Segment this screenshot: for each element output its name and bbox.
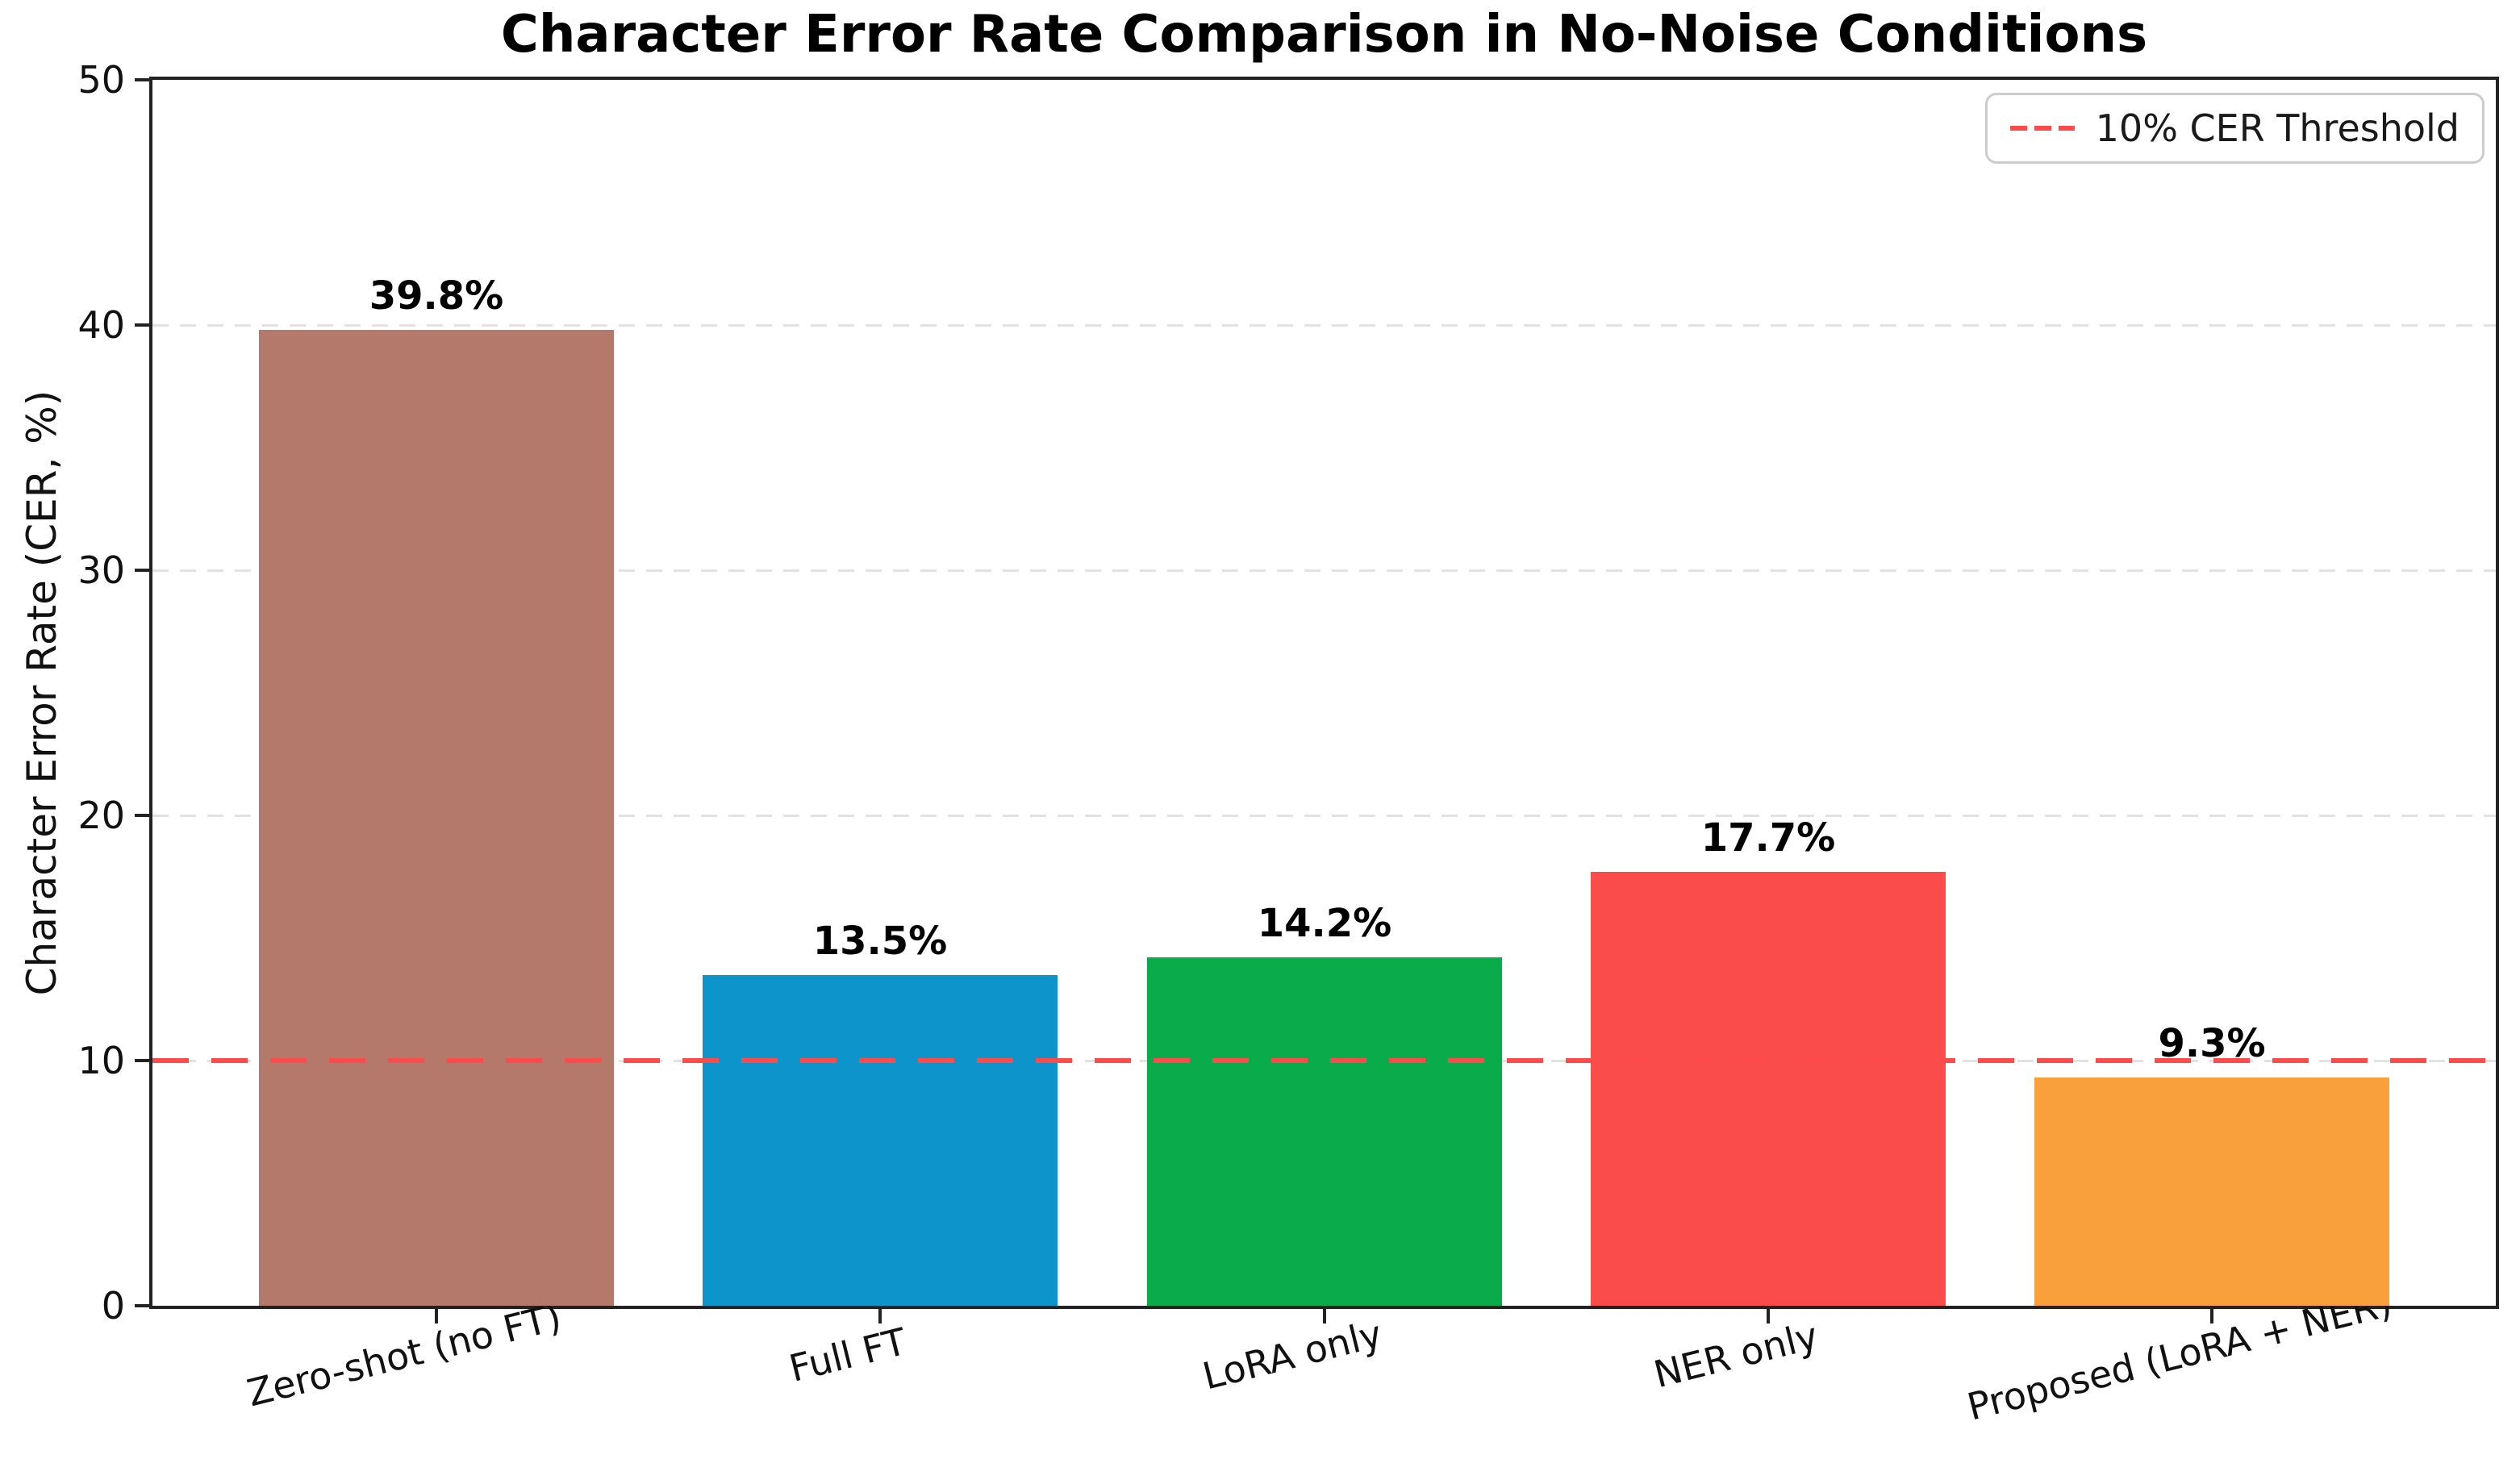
y-tick-label-20: 20 xyxy=(77,794,125,837)
y-tick-mark-20 xyxy=(135,814,149,817)
threshold-dashed-line-icon xyxy=(2009,126,2075,131)
x-tick-label-lora-only: LoRA only xyxy=(1198,1311,1387,1399)
bar-value-label-ner-only: 17.7% xyxy=(1700,815,1836,861)
y-tick-mark-10 xyxy=(135,1059,149,1062)
chart-title: Character Error Rate Comparison in No-No… xyxy=(500,5,2148,65)
y-tick-mark-50 xyxy=(135,78,149,81)
y-tick-mark-40 xyxy=(135,323,149,327)
bar-ner-only xyxy=(1591,872,1946,1306)
x-tick-mark-zero-shot-no-ft xyxy=(435,1309,438,1324)
bar-proposed-lora-ner xyxy=(2034,1078,2389,1306)
gridline-40 xyxy=(152,324,2496,327)
x-tick-mark-proposed-lora-ner xyxy=(2210,1309,2213,1324)
y-tick-label-50: 50 xyxy=(77,58,125,102)
bar-value-label-zero-shot-no-ft: 39.8% xyxy=(369,273,504,319)
x-tick-label-full-ft: Full FT xyxy=(785,1319,911,1390)
bar-lora-only xyxy=(1147,957,1502,1306)
gridline-20 xyxy=(152,815,2496,817)
bar-zero-shot-no-ft xyxy=(259,330,614,1306)
plot-area: 10% CER Threshold 0 10 20 30 40 50 39.8% Zero-s… xyxy=(77,58,2499,1429)
y-tick-label-0: 0 xyxy=(101,1284,125,1328)
y-tick-label-40: 40 xyxy=(77,303,125,347)
x-tick-label-zero-shot-no-ft: Zero-shot (no FT) xyxy=(242,1294,566,1415)
x-tick-mark-ner-only xyxy=(1767,1309,1770,1324)
x-tick-mark-lora-only xyxy=(1323,1309,1326,1324)
y-tick-mark-0 xyxy=(135,1304,149,1307)
bar-full-ft xyxy=(703,975,1058,1306)
y-tick-label-10: 10 xyxy=(77,1039,125,1082)
legend: 10% CER Threshold xyxy=(1984,93,2485,164)
legend-label: 10% CER Threshold xyxy=(2095,106,2460,150)
bar-value-label-proposed-lora-ner: 9.3% xyxy=(2158,1021,2266,1066)
gridline-30 xyxy=(152,569,2496,572)
threshold-line xyxy=(152,1058,2496,1063)
y-tick-mark-30 xyxy=(135,569,149,572)
x-tick-mark-full-ft xyxy=(878,1309,882,1324)
y-tick-label-30: 30 xyxy=(77,548,125,592)
x-tick-label-ner-only: NER only xyxy=(1649,1313,1823,1397)
bar-value-label-full-ft: 13.5% xyxy=(812,919,948,964)
bar-value-label-lora-only: 14.2% xyxy=(1257,901,1392,946)
